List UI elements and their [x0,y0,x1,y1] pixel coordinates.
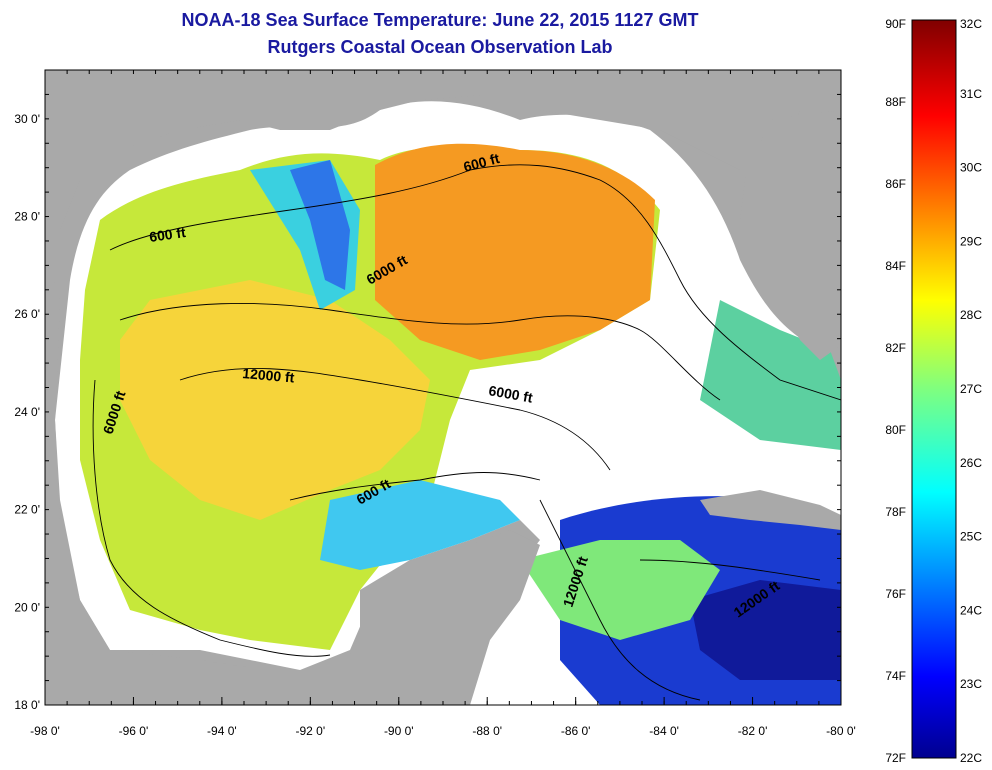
contour-label-600ft-1: 600 ft [148,224,187,245]
colorbar-c-label: 32C [960,17,982,31]
colorbar-f-label: 86F [885,177,906,191]
colorbar-c-label: 31C [960,87,982,101]
x-tick-label: -92 0' [296,724,326,738]
x-axis: -98 0' -96 0' -94 0' -92 0' -90 0' -88 0' -86 … [30,70,856,738]
x-tick-label: -94 0' [207,724,237,738]
y-tick-label: 30 0' [14,112,40,126]
colorbar-c-label: 27C [960,382,982,396]
colorbar-f-label: 78F [885,505,906,519]
y-tick-label: 20 0' [14,600,40,614]
land-yucatan [360,530,540,705]
colorbar-f-label: 84F [885,259,906,273]
colorbar-c-label: 30C [960,161,982,175]
x-tick-label: -98 0' [30,724,60,738]
y-tick-label: 18 0' [14,698,40,712]
caribbean-green [520,540,720,640]
colorbar-f-label: 72F [885,751,906,765]
colorbar-celsius-labels: 32C 31C 30C 29C 28C 27C 26C 25C 24C 23C 22C [960,17,982,765]
x-tick-label: -90 0' [384,724,414,738]
contour-label-12000ft-1: 12000 ft [242,365,296,386]
florida-coast-green [700,300,841,450]
colorbar-c-label: 26C [960,456,982,470]
y-tick-label: 28 0' [14,210,40,224]
x-tick-label: -80 0' [826,724,856,738]
x-tick-label: -96 0' [119,724,149,738]
map-title: NOAA-18 Sea Surface Temperature: June 22… [181,10,699,30]
colorbar-c-label: 22C [960,751,982,765]
gulf-water-yellow [120,280,430,520]
bathymetry-contours [92,164,841,701]
x-tick-label: -86 0' [561,724,591,738]
colorbar-c-label: 25C [960,530,982,544]
colorbar-f-label: 80F [885,423,906,437]
colorbar-f-label: 74F [885,669,906,683]
colorbar-f-label: 88F [885,95,906,109]
colorbar-fahrenheit-labels: 90F 88F 86F 84F 82F 80F 78F 76F 74F 72F [885,17,906,765]
y-tick-label: 26 0' [14,307,40,321]
colorbar-f-label: 82F [885,341,906,355]
land-mexico-west [45,250,380,705]
colorbar-c-label: 23C [960,677,982,691]
y-axis: 18 0' 20 0' 22 0' 24 0' 26 0' 28 0' 30 0' [14,69,841,712]
colorbar-c-label: 28C [960,308,982,322]
colorbar-f-label: 76F [885,587,906,601]
colorbar-c-label: 24C [960,603,982,617]
map-subtitle: Rutgers Coastal Ocean Observation Lab [267,37,613,57]
yucatan-water-deep [690,580,841,680]
land-cuba [700,490,841,530]
y-tick-label: 22 0' [14,503,40,517]
colorbar-c-label: 29C [960,234,982,248]
gulf-water-orange [375,143,655,360]
land-florida [740,110,841,360]
x-tick-label: -82 0' [738,724,768,738]
colorbar [911,19,957,759]
x-tick-label: -84 0' [649,724,679,738]
contour-label-6000ft-2: 6000 ft [487,382,534,406]
y-tick-label: 24 0' [14,405,40,419]
south-cyan-band [320,480,520,570]
x-tick-label: -88 0' [472,724,502,738]
gulf-water-blue-band [290,160,350,290]
colorbar-gradient [911,19,957,759]
colorbar-f-label: 90F [885,17,906,31]
land-northern-us [45,70,841,250]
